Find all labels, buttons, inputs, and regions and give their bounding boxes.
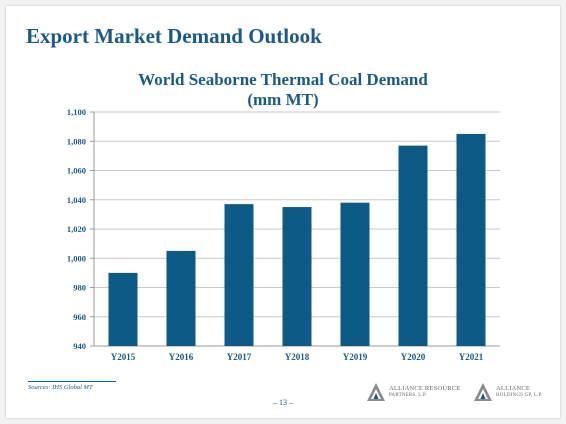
x-tick-label: Y2020 xyxy=(401,352,426,362)
slide-title: Export Market Demand Outlook xyxy=(26,24,322,48)
x-tick-label: Y2021 xyxy=(459,352,484,362)
y-tick-label: 960 xyxy=(73,312,86,322)
slide: Export Market Demand Outlook World Seabo… xyxy=(6,6,560,418)
y-tick-label: 1,100 xyxy=(67,107,86,117)
bar xyxy=(224,204,254,346)
y-tick-label: 1,060 xyxy=(67,166,86,176)
x-tick-label: Y2018 xyxy=(285,352,310,362)
bar-chart: 940 960 980 1,000 1,020 1,040 1,060 1,080 1,100 Y… xyxy=(67,107,500,362)
chart-title: World Seaborne Thermal Coal Demand xyxy=(138,70,428,89)
bar xyxy=(398,145,428,346)
x-tick-label: Y2015 xyxy=(111,352,136,362)
triangle-logo-icon xyxy=(474,383,492,401)
y-tick-label: 1,020 xyxy=(67,224,86,234)
y-tick-label: 1,080 xyxy=(67,136,86,146)
logo-line1: ALLIANCE RESOURCE xyxy=(389,385,461,392)
triangle-logo-icon xyxy=(367,383,385,401)
x-tick-label: Y2019 xyxy=(343,352,368,362)
logo-line2: HOLDINGS GP, L.P. xyxy=(496,393,543,398)
y-tick-label: 940 xyxy=(73,341,86,351)
bar xyxy=(108,272,138,346)
source-divider xyxy=(28,381,116,382)
y-tick-label: 980 xyxy=(73,283,86,293)
x-tick-label: Y2017 xyxy=(227,352,252,362)
page-number: – 13 – xyxy=(273,398,293,407)
x-tick-label: Y2016 xyxy=(169,352,194,362)
bar xyxy=(166,250,196,346)
chart-subtitle: (mm MT) xyxy=(247,90,319,109)
bar xyxy=(340,202,370,346)
logo-line1: ALLIANCE xyxy=(496,385,531,392)
y-tick-label: 1,000 xyxy=(67,253,86,263)
source-note: Sources: IHS Global MT xyxy=(28,384,93,391)
bar xyxy=(282,207,312,346)
alliance-holdings-logo: ALLIANCE HOLDINGS GP, L.P. xyxy=(473,382,542,402)
y-tick-label: 1,040 xyxy=(67,195,86,205)
bar xyxy=(456,133,486,346)
logo-line2: PARTNERS, L.P. xyxy=(389,393,427,398)
alliance-resource-logo: ALLIANCE RESOURCE PARTNERS, L.P. xyxy=(366,382,460,402)
